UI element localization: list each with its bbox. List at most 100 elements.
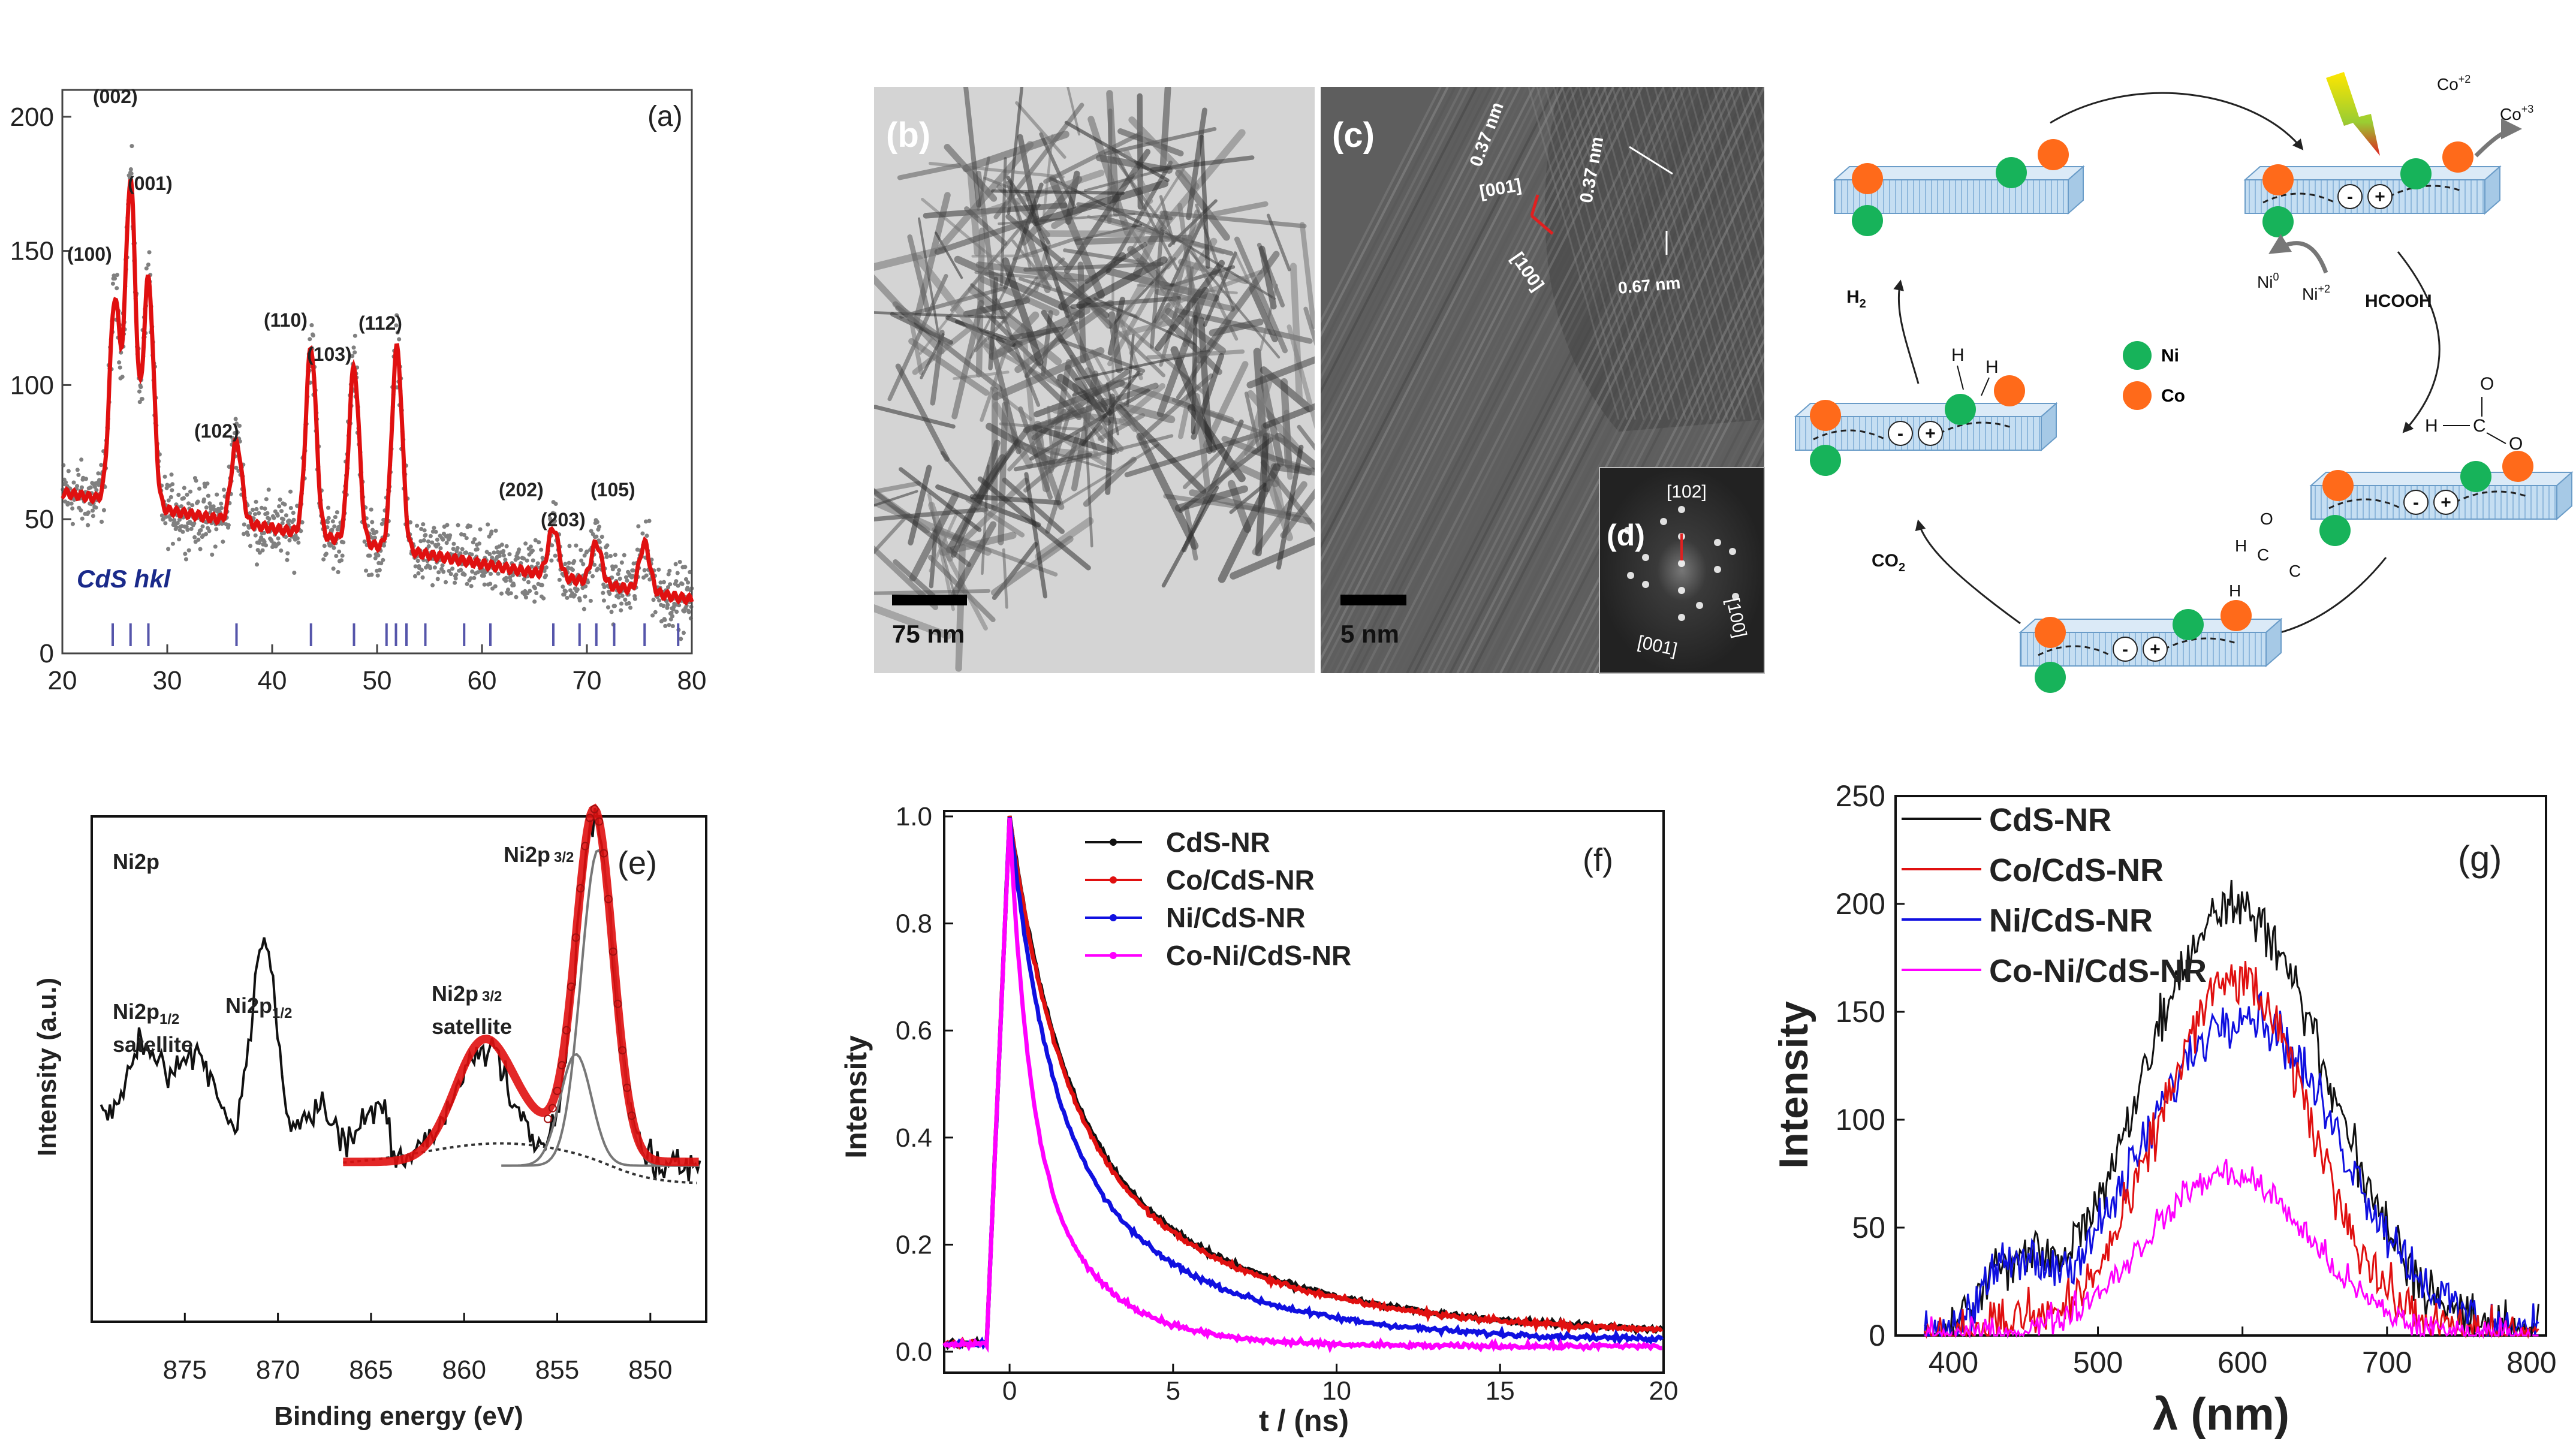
lattice-fringe	[1940, 87, 2030, 420]
atom-h: H	[1951, 345, 1965, 365]
co2-gas-sub: 2	[1899, 561, 1905, 574]
panel-b-label: (b)	[886, 116, 930, 155]
y-tick-label: 250	[1836, 779, 1885, 813]
co-legend-icon	[2123, 381, 2152, 410]
x-tick-label: 870	[256, 1355, 300, 1385]
nanorod-group: - +	[2309, 451, 2574, 546]
atom-c: C	[2289, 562, 2301, 580]
y-tick-label: 200	[1836, 887, 1885, 921]
lattice-fringe	[1321, 87, 1449, 339]
xps-ylabel: Intensity (a.u.)	[32, 978, 62, 1156]
fft-spot	[1642, 581, 1649, 588]
ni-label-sup: +2	[2318, 283, 2330, 295]
scheme-legend: Ni Co	[2123, 341, 2185, 410]
nanorod	[1153, 218, 1204, 324]
hole-sign: +	[2375, 187, 2385, 207]
nanorod	[1015, 101, 1066, 159]
lattice-fringe	[1772, 87, 1862, 420]
lattice-fringe	[1586, 87, 1679, 420]
lattice-fringe	[1384, 87, 1686, 673]
nanorod	[1194, 393, 1211, 490]
lattice-fringe	[1456, 87, 1758, 673]
nanorod	[874, 246, 947, 271]
lattice-fringe	[1890, 87, 1980, 420]
xps-marker	[571, 933, 580, 942]
lattice-fringe	[1321, 87, 1528, 493]
nanorod	[992, 347, 1105, 401]
nanorod	[1097, 413, 1146, 441]
ni2p32-sat-label: Ni2p 3/2	[432, 981, 502, 1006]
atom-h: H	[2229, 581, 2241, 600]
lattice-fringe	[1321, 87, 1557, 550]
nanorod	[1010, 439, 1114, 472]
ni2p12-label: Ni2p1/2	[225, 993, 292, 1021]
nanorod	[928, 161, 1065, 179]
lattice-fringe	[1754, 87, 1764, 124]
lattice-fringe	[1348, 87, 1650, 673]
nanorod	[1093, 297, 1196, 345]
atom-c: C	[2257, 545, 2269, 564]
lattice-fringe	[1881, 87, 1971, 420]
nanorod	[1123, 148, 1153, 204]
lattice-fringe	[1391, 87, 1694, 673]
lattice-fringe	[1611, 87, 1704, 420]
light-bolt-icon	[2326, 72, 2380, 156]
reduction-arrow	[2268, 234, 2328, 274]
decay-ylabel: Intensity	[839, 1035, 873, 1159]
y-tick-label: 0.4	[896, 1123, 932, 1153]
y-tick-label: 0.0	[896, 1337, 932, 1367]
atom-h: H	[2235, 536, 2247, 555]
y-tick-label: 50	[1852, 1211, 1885, 1244]
pl-panel: 400 500 600 700 800 0 50 100 150 200 250 CdS-NR Co/…	[1771, 779, 2557, 1440]
y-tick-label: 1.0	[896, 802, 932, 831]
nanorod	[1156, 287, 1209, 417]
peak-label: (203)	[541, 509, 586, 530]
lattice-fringe	[2007, 87, 2097, 420]
fft-spot	[1678, 587, 1685, 594]
lattice-fringe	[1321, 87, 1471, 381]
peak-label: (112)	[358, 312, 402, 334]
nanorod	[1126, 165, 1186, 257]
lattice-fringe	[1321, 87, 1542, 521]
ni-particle-icon	[1852, 205, 1883, 236]
nanorod	[995, 298, 1041, 407]
nanorod	[963, 87, 981, 208]
nanorod	[1056, 286, 1102, 393]
ni-legend-label: Ni	[2161, 346, 2179, 366]
nanorod	[892, 301, 951, 346]
decay-series-line	[942, 818, 1662, 1353]
pl-series-line	[1924, 1159, 2539, 1339]
lattice-fringe	[1321, 87, 1456, 352]
co-particle-icon	[2035, 617, 2066, 648]
lattice-fringe	[1435, 87, 1737, 673]
legend-label: CdS-NR	[1989, 802, 2111, 838]
pl-axes: 400 500 600 700 800 0 50 100 150 200 250	[1836, 779, 2557, 1379]
lattice-fringe	[1399, 87, 1701, 673]
lattice-fringe	[1898, 87, 1988, 420]
cycle-arrow	[2050, 92, 2304, 150]
nanorod-group: - +	[2243, 141, 2502, 237]
nanorod	[909, 492, 959, 582]
ni-particle-icon	[1945, 394, 1976, 425]
xps-marker	[604, 894, 613, 903]
lattice-fringe	[1712, 87, 1764, 279]
nanorod	[874, 497, 992, 556]
co-label-main: Co	[2437, 75, 2459, 94]
x-tick-label: 20	[48, 666, 77, 695]
lattice-fringe	[1334, 87, 1636, 673]
legend-label: Co/CdS-NR	[1166, 864, 1315, 896]
nanorod	[1024, 297, 1092, 378]
lattice-fringe	[1321, 87, 1571, 578]
cycle-arrow	[2397, 251, 2441, 433]
transition-complex: H C O C H	[2229, 510, 2301, 600]
xrd-fit-layer	[61, 179, 694, 606]
co-label-main: Co	[2500, 105, 2521, 123]
lattice-fringe	[1595, 87, 1687, 420]
lattice-fringe	[1662, 87, 1754, 420]
pl-plot-frame	[1894, 795, 2547, 1337]
fft-spot	[1624, 527, 1631, 534]
xps-marker	[548, 1104, 557, 1113]
peak-label: (110)	[264, 309, 308, 331]
atom-o: O	[2260, 510, 2273, 528]
lattice-fringe	[1932, 87, 2021, 420]
